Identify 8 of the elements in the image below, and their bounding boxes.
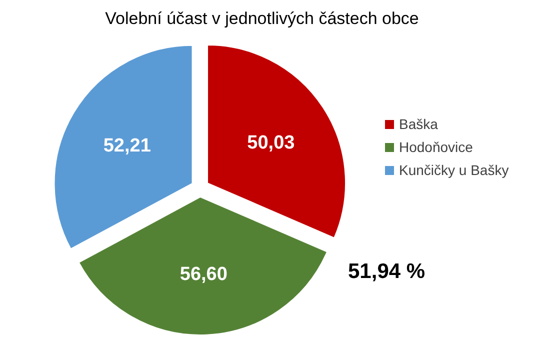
legend-label: Hodoňovice bbox=[399, 139, 474, 155]
legend-label: Kunčičky u Bašky bbox=[399, 162, 509, 178]
legend-label: Baška bbox=[399, 116, 438, 132]
data-label: 50,03 bbox=[247, 132, 295, 154]
data-label: 56,60 bbox=[180, 264, 228, 285]
data-label: 52,21 bbox=[103, 135, 152, 156]
text: 51,94 % bbox=[348, 260, 426, 283]
chart-title: Volební účast v jednotlivých částech obce bbox=[105, 9, 419, 28]
